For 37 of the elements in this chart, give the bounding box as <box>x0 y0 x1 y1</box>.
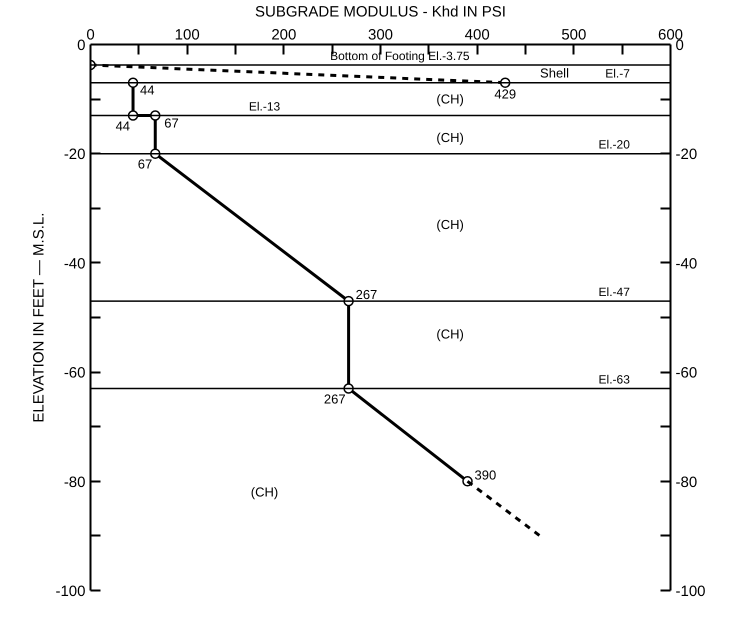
x-tick-label: 500 <box>561 26 586 44</box>
y-tick-label: -100 <box>55 583 86 600</box>
y-tick-label: -80 <box>64 474 86 491</box>
x-tick-label: 300 <box>368 26 394 44</box>
annotation: 267 <box>356 287 378 302</box>
x-tick-label: 200 <box>271 26 296 44</box>
annotation: (CH) <box>436 92 464 107</box>
y2-tick-label: -80 <box>676 474 698 491</box>
annotation: 44 <box>140 82 154 98</box>
annotation: (CH) <box>250 484 278 500</box>
y2-tick-label: -40 <box>676 255 698 272</box>
annotation: 67 <box>164 115 179 130</box>
y2-tick-label: -60 <box>676 364 698 382</box>
annotation: (CH) <box>436 130 464 145</box>
ref-line-label: El.-20 <box>598 138 630 152</box>
y-tick-label: -60 <box>64 364 86 382</box>
annotation: (CH) <box>436 326 464 342</box>
x-tick-label: 400 <box>464 26 490 44</box>
y-tick-label: 0 <box>77 37 86 54</box>
x-tick-label: 100 <box>174 26 200 44</box>
ref-line-label: El.-47 <box>598 285 630 300</box>
annotation: 390 <box>474 467 496 482</box>
annotation: (CH) <box>436 217 464 232</box>
annotation: Shell <box>540 65 570 80</box>
y-tick-label: -40 <box>64 255 86 272</box>
ref-line-label: El.-7 <box>605 66 630 81</box>
y-tick-label: -20 <box>64 146 86 164</box>
annotation: 44 <box>116 118 130 134</box>
ref-line-label: El.-63 <box>598 372 630 386</box>
y2-tick-label: -20 <box>676 146 698 164</box>
y2-tick-label: -100 <box>676 583 706 600</box>
ref-line-label: El.-13 <box>248 99 280 114</box>
y-axis-title: ELEVATION IN FEET — M.S.L. <box>30 212 48 423</box>
annotation: 67 <box>138 156 152 172</box>
annotation: 267 <box>324 391 346 406</box>
annotation: 429 <box>494 86 516 102</box>
x-axis-title: SUBGRADE MODULUS - Khd IN PSI <box>255 4 506 20</box>
